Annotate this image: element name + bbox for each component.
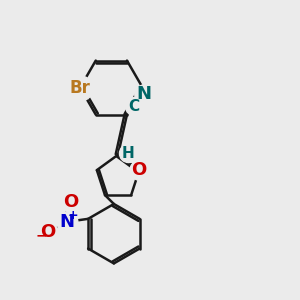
Text: N: N (60, 213, 75, 231)
Text: N: N (137, 85, 152, 103)
Text: O: O (40, 223, 56, 241)
Text: O: O (132, 161, 147, 179)
Text: C: C (128, 99, 140, 114)
Text: H: H (122, 146, 135, 161)
Text: Br: Br (70, 79, 91, 97)
Text: +: + (68, 209, 79, 222)
Text: O: O (63, 194, 78, 211)
Text: −: − (36, 228, 47, 242)
